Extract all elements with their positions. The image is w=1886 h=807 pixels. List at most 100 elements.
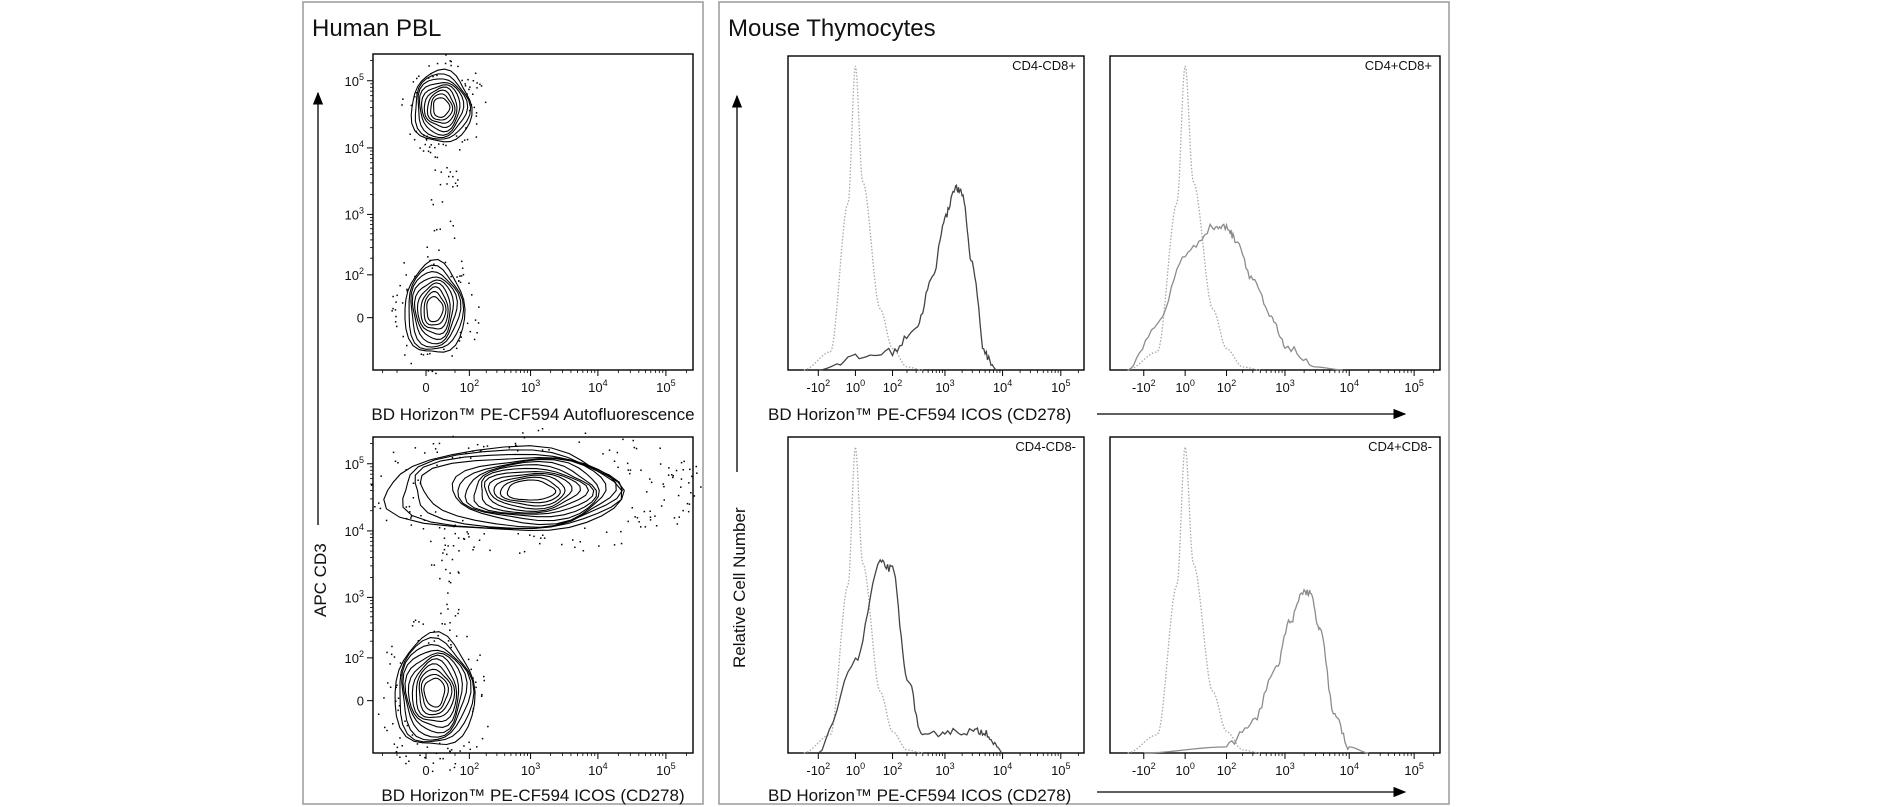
histogram-marks — [1127, 65, 1343, 371]
event-dot — [582, 550, 585, 552]
contour-line — [506, 479, 557, 501]
event-dot — [459, 456, 461, 459]
event-dot — [461, 267, 464, 269]
event-dot — [548, 449, 550, 451]
event-dot — [434, 146, 436, 149]
event-dot — [474, 319, 477, 321]
event-dot — [415, 130, 417, 133]
event-dot — [413, 138, 416, 141]
event-dot — [370, 484, 373, 486]
event-dot — [693, 495, 696, 497]
contour-line — [399, 637, 475, 743]
event-dot — [686, 502, 689, 505]
event-dot — [457, 612, 459, 615]
contour-line — [423, 677, 446, 708]
event-dot — [457, 537, 460, 539]
contour-line — [420, 673, 449, 712]
x-tick-label: 100 — [846, 761, 865, 778]
x-tick-label: 103 — [1275, 761, 1294, 778]
event-dot — [517, 450, 519, 452]
event-dot — [450, 644, 452, 646]
event-dot — [430, 144, 432, 146]
event-dot — [602, 453, 604, 455]
y-tick-label: 104 — [345, 139, 364, 156]
event-dot — [389, 663, 391, 665]
event-dot — [450, 646, 452, 649]
contour-line — [457, 458, 600, 522]
event-dot — [613, 544, 616, 546]
x-tick-label: 104 — [588, 378, 607, 395]
x-tick-label: -102 — [806, 378, 830, 395]
event-dot — [682, 469, 684, 471]
event-dot — [660, 505, 663, 507]
right-panel-frame — [718, 1, 1450, 805]
contour-line — [414, 73, 472, 140]
event-dot — [605, 531, 608, 533]
event-dot — [433, 263, 435, 265]
event-dot — [457, 65, 459, 68]
contour-line — [408, 264, 465, 350]
event-dot — [529, 534, 531, 536]
event-dot — [516, 445, 518, 447]
event-dot — [452, 225, 454, 227]
event-dot — [483, 445, 485, 448]
x-tick-label: 102 — [460, 378, 479, 395]
event-dot — [456, 276, 458, 278]
event-dot — [438, 249, 440, 251]
event-dot — [454, 182, 457, 184]
event-dot — [427, 150, 430, 153]
event-dot — [635, 447, 638, 450]
event-dot — [533, 535, 535, 538]
event-dot — [479, 450, 481, 453]
event-dot — [519, 552, 521, 554]
event-dot — [418, 75, 420, 77]
contour-line — [433, 97, 451, 118]
contour-line — [413, 279, 455, 340]
event-dot — [393, 656, 396, 658]
event-dot — [410, 517, 412, 519]
event-dot — [446, 167, 448, 169]
event-dot — [405, 274, 407, 276]
event-dot — [673, 517, 676, 519]
x-tick-label: 103 — [935, 378, 954, 395]
event-dot — [677, 494, 680, 497]
event-dot — [405, 469, 407, 471]
event-dot — [522, 432, 524, 434]
event-dot — [427, 256, 429, 258]
event-dot — [396, 294, 398, 297]
event-dot — [690, 492, 692, 494]
event-dot — [695, 465, 697, 468]
event-dot — [406, 724, 409, 727]
event-dot — [663, 485, 665, 488]
event-dot — [472, 93, 474, 95]
event-dot — [396, 684, 398, 686]
event-dot — [428, 65, 430, 67]
contour-line — [404, 258, 466, 353]
event-dot — [454, 524, 456, 526]
event-dot — [446, 603, 448, 606]
event-dot — [654, 515, 656, 517]
event-dot — [438, 442, 441, 445]
event-dot — [431, 370, 434, 373]
event-dot — [682, 509, 684, 512]
contour-marks — [370, 428, 702, 773]
event-dot — [449, 581, 452, 584]
event-dot — [386, 651, 388, 654]
event-dot — [410, 362, 412, 365]
contour-line — [481, 467, 590, 514]
event-dot — [470, 103, 473, 106]
event-dot — [460, 336, 462, 338]
event-dot — [447, 640, 450, 642]
event-dot — [449, 572, 451, 574]
event-dot — [467, 78, 469, 81]
x-tick-label: 0 — [422, 380, 429, 395]
event-dot — [472, 710, 474, 713]
event-dot — [480, 695, 483, 697]
event-dot — [640, 469, 642, 471]
event-dot — [402, 335, 404, 338]
event-dot — [481, 737, 484, 740]
event-dot — [663, 499, 665, 501]
event-dot — [461, 79, 463, 82]
event-dot — [445, 144, 447, 147]
x-tick-label: 104 — [1339, 761, 1358, 778]
